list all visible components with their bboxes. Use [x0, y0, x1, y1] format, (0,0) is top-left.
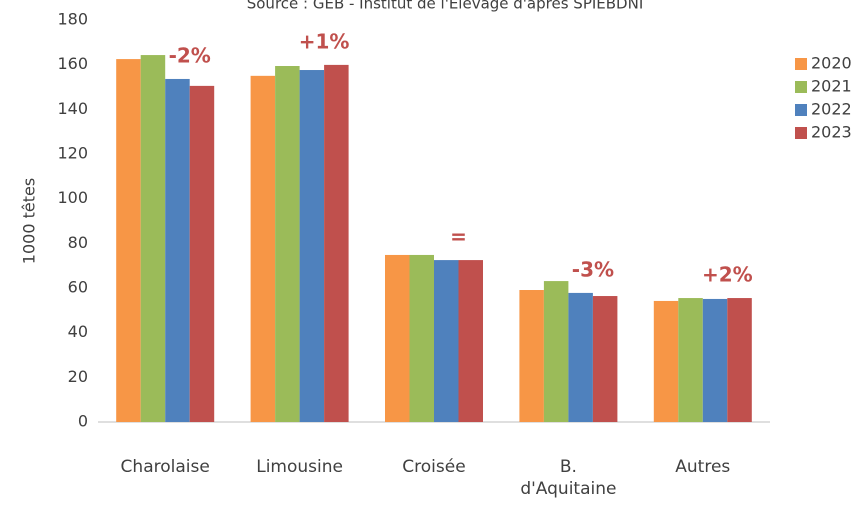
bar	[409, 254, 434, 422]
x-tick-label: B. d'Aquitaine	[520, 457, 617, 499]
bar	[458, 260, 483, 422]
legend-label: 2023	[811, 123, 852, 142]
y-tick-label: 60	[68, 278, 88, 297]
bar	[592, 296, 618, 422]
bar	[678, 298, 703, 422]
x-tick-label: Autres	[675, 457, 731, 477]
bar	[324, 64, 349, 422]
bar	[727, 298, 752, 422]
legend-swatch	[795, 58, 807, 70]
annotation: +2%	[702, 263, 753, 287]
bar	[165, 78, 190, 423]
x-tick-label: Limousine	[256, 457, 343, 477]
bar	[519, 290, 544, 422]
bar	[568, 292, 593, 422]
bar	[299, 70, 325, 422]
y-tick-label: 140	[57, 99, 88, 118]
annotation: +1%	[299, 29, 350, 53]
annotation: -2%	[169, 43, 211, 67]
annotation: =	[450, 225, 467, 249]
bar	[385, 254, 410, 422]
y-tick-label: 160	[57, 54, 88, 73]
legend-label: 2020	[811, 54, 852, 73]
x-tick-label: Charolaise	[120, 457, 210, 477]
y-axis-label: 1000 têtes	[20, 178, 39, 264]
bar	[140, 55, 166, 423]
y-tick-label: 180	[57, 10, 88, 29]
bar	[116, 59, 141, 422]
bar	[250, 75, 276, 422]
bar	[189, 85, 215, 422]
bar	[543, 281, 569, 422]
y-tick-label: 100	[57, 188, 88, 207]
y-tick-label: 80	[68, 233, 88, 252]
y-tick-label: 20	[68, 367, 88, 386]
annotation: -3%	[572, 257, 614, 281]
y-tick-label: 40	[68, 322, 88, 341]
x-tick-label: Croisée	[402, 457, 466, 477]
bar	[653, 300, 679, 422]
legend-swatch	[795, 81, 807, 93]
legend-label: 2022	[811, 100, 852, 119]
y-tick-label: 120	[57, 144, 88, 163]
legend-swatch	[795, 127, 807, 139]
bar	[434, 260, 459, 422]
legend-label: 2021	[811, 77, 852, 96]
bar	[702, 298, 728, 422]
legend-swatch	[795, 104, 807, 116]
bar	[275, 66, 300, 423]
chart-subtitle: Source : GEB - Institut de l'Elevage d'a…	[247, 0, 644, 13]
y-tick-label: 0	[78, 412, 88, 431]
